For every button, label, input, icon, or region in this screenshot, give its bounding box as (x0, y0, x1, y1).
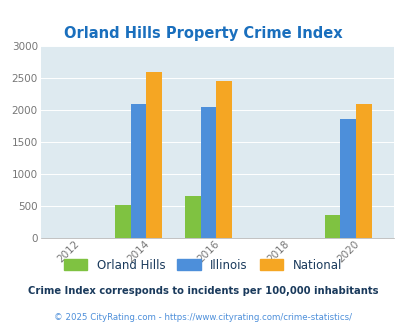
Text: Orland Hills Property Crime Index: Orland Hills Property Crime Index (64, 26, 341, 41)
Bar (184, 196, 200, 238)
Bar (216, 81, 232, 238)
Bar (146, 72, 162, 238)
Text: Crime Index corresponds to incidents per 100,000 inhabitants: Crime Index corresponds to incidents per… (28, 286, 377, 296)
Bar (115, 205, 130, 238)
Legend: Orland Hills, Illinois, National: Orland Hills, Illinois, National (60, 255, 345, 275)
Bar (340, 119, 355, 238)
Text: © 2025 CityRating.com - https://www.cityrating.com/crime-statistics/: © 2025 CityRating.com - https://www.city… (54, 313, 351, 322)
Bar (130, 104, 146, 238)
Bar (324, 215, 340, 238)
Bar (200, 107, 216, 238)
Bar (355, 104, 371, 238)
